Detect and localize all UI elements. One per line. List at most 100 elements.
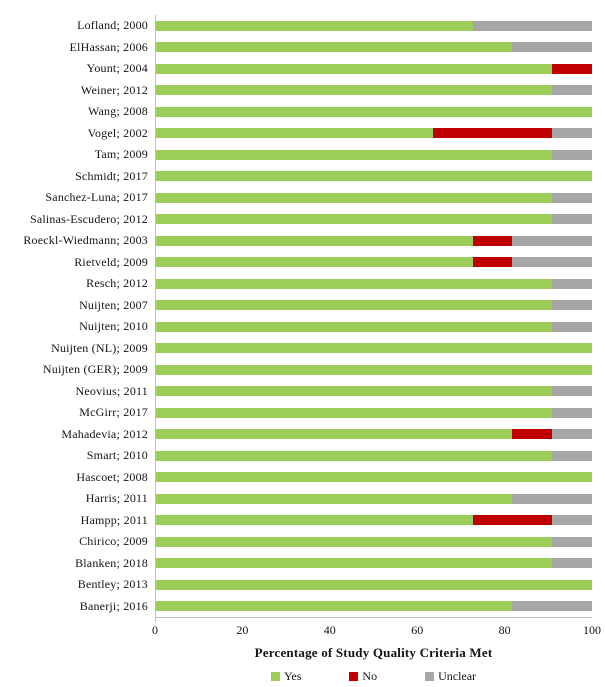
category-label: Tam; 2009	[94, 147, 148, 162]
bar-track	[155, 407, 592, 418]
bar-segment-unclear	[512, 493, 592, 504]
bar-segment-unclear	[552, 214, 592, 225]
x-tick-label: 100	[583, 623, 601, 637]
category-label: Nuijten (GER); 2009	[42, 362, 148, 377]
bar-row: Harris; 2011	[0, 488, 605, 510]
bar-row: Lofland; 2000	[0, 15, 605, 37]
category-label: Harris; 2011	[85, 491, 148, 506]
bar-segment-yes	[155, 106, 592, 117]
category-label: Neovius; 2011	[75, 383, 148, 398]
bar-track	[155, 343, 592, 354]
bar-segment-yes	[155, 472, 592, 483]
bar-track	[155, 386, 592, 397]
bar-track	[155, 364, 592, 375]
bar-track	[155, 257, 592, 268]
category-label: Nuijten (NL); 2009	[51, 340, 148, 355]
legend-item-no: No	[349, 669, 377, 684]
bar-track	[155, 235, 592, 246]
bar-track	[155, 515, 592, 526]
category-label: Lofland; 2000	[77, 18, 148, 33]
bar-segment-unclear	[552, 85, 592, 96]
bar-row: Nuijten (NL); 2009	[0, 338, 605, 360]
legend-label: No	[362, 668, 378, 683]
bar-segment-unclear	[552, 300, 592, 311]
bar-segment-yes	[155, 343, 592, 354]
bar-segment-unclear	[552, 429, 592, 440]
bar-segment-yes	[155, 536, 553, 547]
bar-segment-unclear	[552, 558, 592, 569]
category-label: Wang; 2008	[87, 104, 148, 119]
bar-track	[155, 300, 592, 311]
category-label: Weiner; 2012	[80, 82, 148, 97]
bar-row: McGirr; 2017	[0, 402, 605, 424]
bar-segment-unclear	[552, 386, 592, 397]
bar-track	[155, 63, 592, 74]
bar-track	[155, 192, 592, 203]
x-axis: 0 20 40 60 80 100	[152, 617, 601, 642]
category-label: Sanchez-Luna; 2017	[45, 190, 148, 205]
bar-segment-yes	[155, 515, 473, 526]
category-label: Nuijten; 2007	[79, 297, 148, 312]
category-label: Schmidt; 2017	[75, 168, 148, 183]
bar-segment-yes	[155, 20, 473, 31]
legend-label: Unclear	[438, 668, 477, 683]
bar-track	[155, 85, 592, 96]
bar-track	[155, 106, 592, 117]
category-label: Resch; 2012	[86, 276, 148, 291]
bar-segment-unclear	[552, 128, 592, 139]
x-tick-label: 20	[236, 623, 249, 637]
bar-segment-yes	[155, 321, 553, 332]
bar-row: Nuijten (GER); 2009	[0, 359, 605, 381]
legend-item-yes: Yes	[270, 668, 302, 684]
bar-track	[155, 42, 592, 53]
bar-segment-no	[512, 429, 553, 440]
bar-row: Wang; 2008	[0, 101, 605, 123]
bar-segment-yes	[155, 278, 553, 289]
bar-track	[155, 20, 592, 31]
legend-item-unclear: Unclear	[425, 669, 476, 684]
bar-segment-yes	[155, 128, 433, 139]
bar-row: Bentley; 2013	[0, 574, 605, 596]
bar-segment-no	[472, 235, 513, 246]
bar-segment-yes	[155, 42, 513, 53]
bars-container: Lofland; 2000 ElHassan; 2006 Yount; 2004 We…	[0, 15, 605, 617]
bar-row: Smart; 2010	[0, 445, 605, 467]
category-label: ElHassan; 2006	[69, 39, 148, 54]
bar-segment-unclear	[552, 536, 592, 547]
bar-track	[155, 321, 592, 332]
bar-track	[155, 214, 592, 225]
category-label: Bentley; 2013	[77, 577, 148, 592]
category-label: Smart; 2010	[86, 448, 148, 463]
bar-segment-unclear	[512, 257, 592, 268]
bar-row: Mahadevia; 2012	[0, 424, 605, 446]
bar-segment-unclear	[552, 450, 592, 461]
bar-track	[155, 601, 592, 612]
bar-segment-unclear	[552, 321, 592, 332]
x-tick-label: 40	[323, 623, 336, 637]
bar-segment-no	[472, 515, 553, 526]
category-label: Hascoet; 2008	[76, 469, 148, 484]
bar-track	[155, 472, 592, 483]
category-label: McGirr; 2017	[79, 405, 148, 420]
bar-segment-unclear	[552, 192, 592, 203]
bar-row: Tam; 2009	[0, 144, 605, 166]
bar-track	[155, 536, 592, 547]
bar-track	[155, 579, 592, 590]
bar-segment-yes	[155, 192, 553, 203]
x-tick-label: 80	[498, 623, 511, 637]
legend-swatch-icon	[425, 671, 435, 681]
bar-segment-unclear	[512, 42, 592, 53]
bar-row: Sanchez-Luna; 2017	[0, 187, 605, 209]
bar-segment-unclear	[552, 515, 592, 526]
bar-segment-unclear	[512, 235, 592, 246]
category-label: Vogel; 2002	[87, 125, 148, 140]
bar-segment-unclear	[552, 278, 592, 289]
bar-track	[155, 429, 592, 440]
legend-label: Yes	[283, 668, 302, 683]
bar-row: Vogel; 2002	[0, 123, 605, 145]
legend-swatch-icon	[270, 671, 280, 681]
bar-segment-yes	[155, 407, 553, 418]
bar-segment-yes	[155, 450, 553, 461]
bar-segment-yes	[155, 214, 553, 225]
